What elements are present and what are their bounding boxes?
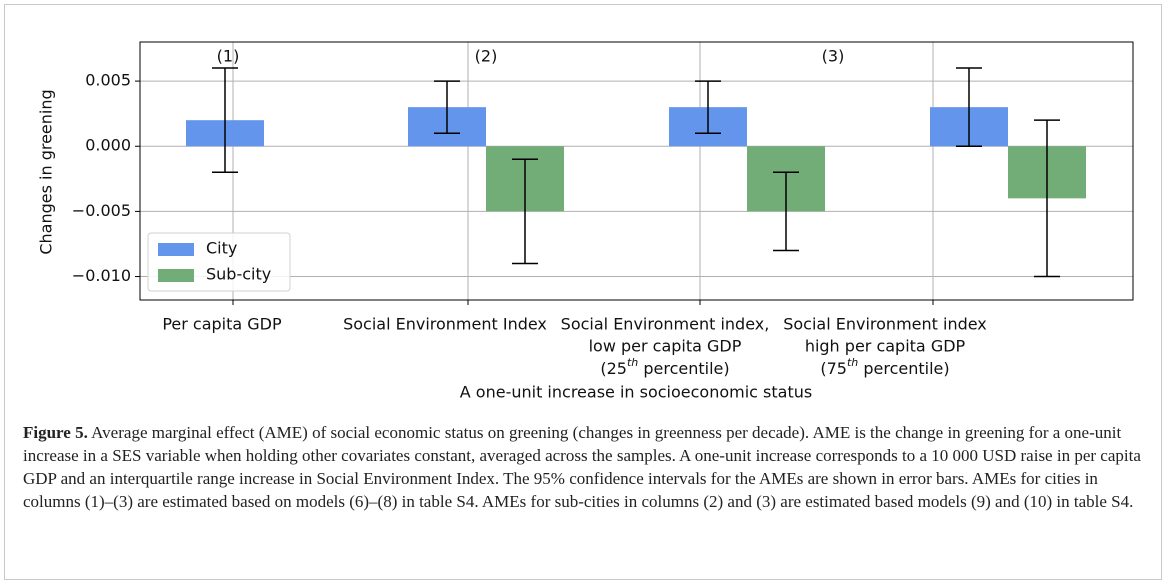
x-tick-label: (75th percentile) — [820, 356, 949, 378]
caption-text: Average marginal effect (AME) of social … — [23, 423, 1141, 511]
error-bar — [695, 80, 721, 134]
legend-label: City — [206, 239, 237, 258]
legend-label: Sub-city — [206, 265, 271, 284]
caption: Figure 5. Average marginal effect (AME) … — [23, 421, 1148, 513]
annotation: (1) — [217, 47, 240, 66]
error-bar — [1034, 119, 1060, 278]
error-bar — [512, 158, 538, 265]
y-tick-label: −0.010 — [72, 266, 131, 285]
chart: Changes in greening A one-unit increase … — [37, 41, 1134, 402]
x-tick-label: (25th percentile) — [600, 356, 729, 378]
y-tick-label: 0.000 — [85, 136, 131, 155]
legend-swatch — [158, 269, 194, 282]
x-axis-title: A one-unit increase in socioeconomic sta… — [460, 383, 812, 402]
y-axis-title: Changes in greening — [37, 89, 56, 254]
x-tick-label: Social Environment Index — [343, 315, 547, 334]
error-bar — [956, 67, 982, 147]
x-tick-label: Social Environment index — [783, 315, 987, 334]
x-tick-label: Per capita GDP — [162, 315, 282, 334]
y-tick-label: −0.005 — [72, 201, 131, 220]
error-bar — [434, 80, 460, 134]
annotation: (3) — [822, 47, 845, 66]
y-tick-label: 0.005 — [85, 71, 131, 90]
x-tick-label: low per capita GDP — [589, 337, 742, 356]
legend-swatch — [158, 243, 194, 256]
annotation: (2) — [475, 47, 498, 66]
x-tick-label: high per capita GDP — [805, 337, 966, 356]
caption-label: Figure 5. — [23, 423, 88, 442]
plot-frame — [139, 41, 1134, 301]
figure: Changes in greening A one-unit increase … — [4, 4, 1162, 580]
x-tick-label: Social Environment index, — [561, 315, 770, 334]
error-bar — [773, 171, 799, 252]
error-bar — [212, 67, 238, 174]
